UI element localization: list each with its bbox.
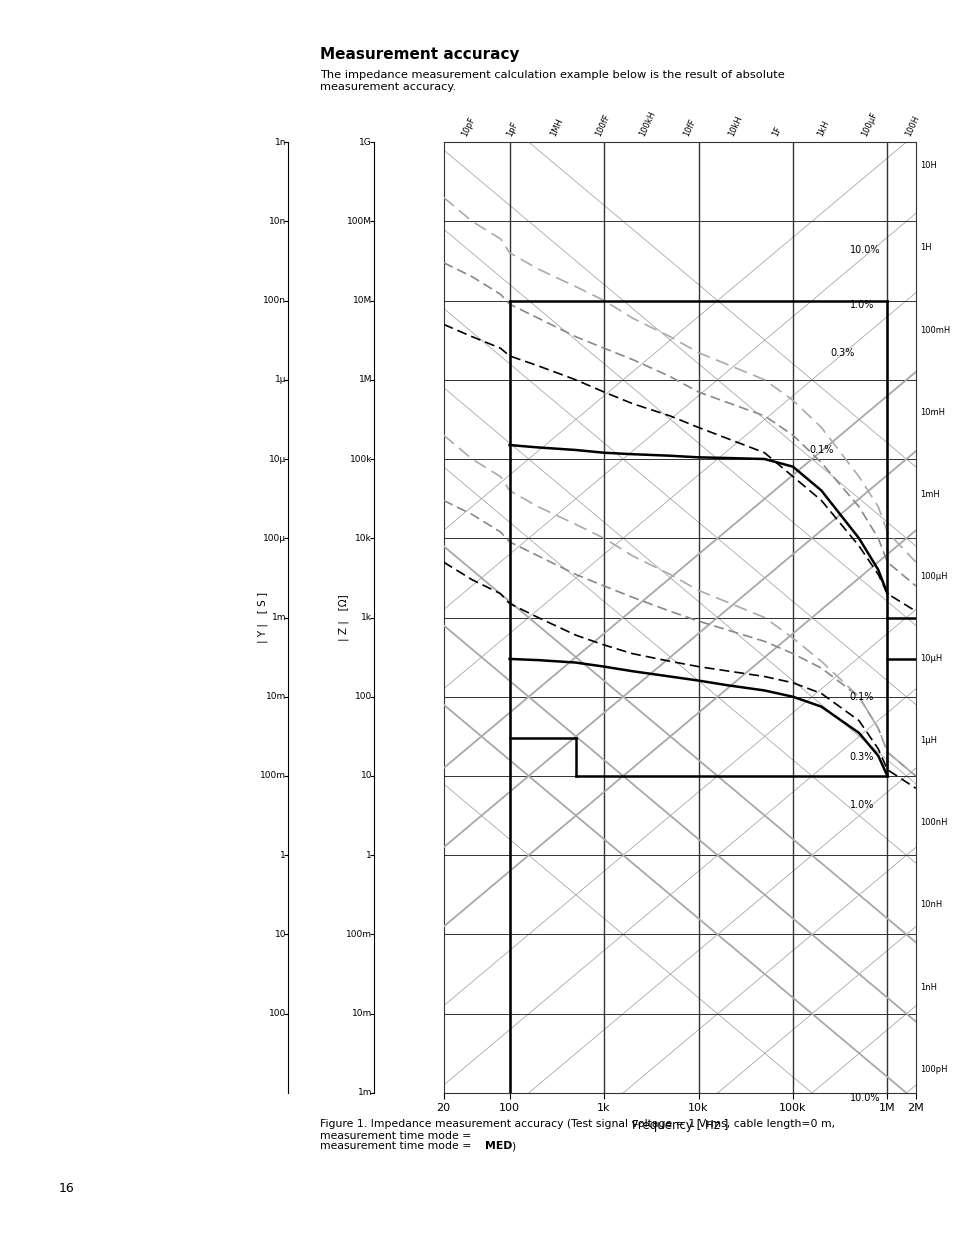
Text: 1m: 1m <box>272 613 286 622</box>
Text: 0.1%: 0.1% <box>809 445 833 454</box>
Text: ): ) <box>511 1141 515 1151</box>
Text: 100H: 100H <box>903 114 921 138</box>
Text: 1μH: 1μH <box>919 736 936 745</box>
Text: 10M: 10M <box>353 296 372 305</box>
Text: 10μH: 10μH <box>919 655 942 663</box>
Text: 10m: 10m <box>266 693 286 701</box>
Text: 1.0%: 1.0% <box>849 799 873 809</box>
Text: 10kH: 10kH <box>726 115 743 138</box>
Text: The impedance measurement calculation example below is the result of absolute
me: The impedance measurement calculation ex… <box>319 70 783 91</box>
Text: 100fF: 100fF <box>593 112 611 138</box>
Text: 100m: 100m <box>346 930 372 939</box>
Text: 10μ: 10μ <box>269 454 286 463</box>
Text: 1μ: 1μ <box>274 375 286 384</box>
Text: 1mH: 1mH <box>919 490 939 499</box>
Text: 10n: 10n <box>269 217 286 226</box>
Text: | Z |   [Ω]: | Z | [Ω] <box>337 594 349 641</box>
Text: 1G: 1G <box>359 137 372 147</box>
Text: 10m: 10m <box>352 1009 372 1018</box>
Text: 16: 16 <box>59 1182 75 1195</box>
Text: 10pF: 10pF <box>459 115 476 138</box>
Text: 1m: 1m <box>357 1088 372 1098</box>
Text: 100μF: 100μF <box>859 110 878 138</box>
Text: 10H: 10H <box>919 162 936 170</box>
Text: 100mH: 100mH <box>919 326 949 335</box>
Text: 1H: 1H <box>919 243 931 252</box>
X-axis label: Frequency [ Hz ]: Frequency [ Hz ] <box>631 1119 727 1132</box>
Text: 1n: 1n <box>274 137 286 147</box>
Text: 10mH: 10mH <box>919 408 944 416</box>
Text: 100kH: 100kH <box>638 110 657 138</box>
Text: 100k: 100k <box>349 454 372 463</box>
Text: 100: 100 <box>269 1009 286 1018</box>
Text: 1pF: 1pF <box>504 120 518 138</box>
Text: 1.0%: 1.0% <box>849 300 873 310</box>
Text: 100pH: 100pH <box>919 1065 946 1073</box>
Text: 10nH: 10nH <box>919 900 942 909</box>
Text: 10fF: 10fF <box>681 117 698 138</box>
Text: 10.0%: 10.0% <box>849 1093 880 1103</box>
Text: 1: 1 <box>280 851 286 860</box>
Text: 1M: 1M <box>358 375 372 384</box>
Text: MED: MED <box>484 1141 512 1151</box>
Text: 10: 10 <box>274 930 286 939</box>
Text: measurement time mode =: measurement time mode = <box>319 1141 474 1151</box>
Text: 1F: 1F <box>770 125 782 138</box>
Text: 100m: 100m <box>260 772 286 781</box>
Text: 1MH: 1MH <box>548 117 564 138</box>
Text: 0.3%: 0.3% <box>830 348 854 358</box>
Text: 100: 100 <box>355 693 372 701</box>
Text: 0.3%: 0.3% <box>849 752 873 762</box>
Text: 1kH: 1kH <box>815 119 829 138</box>
Text: 100μ: 100μ <box>263 534 286 542</box>
Text: Measurement accuracy: Measurement accuracy <box>319 47 518 62</box>
Text: | Y |   [ S ]: | Y | [ S ] <box>256 592 268 643</box>
Text: 100M: 100M <box>347 217 372 226</box>
Text: Figure 1. Impedance measurement accuracy (Test signal voltage = 1 Vrms, cable le: Figure 1. Impedance measurement accuracy… <box>319 1119 834 1140</box>
Text: 1: 1 <box>366 851 372 860</box>
Text: 1nH: 1nH <box>919 983 936 992</box>
Text: 100nH: 100nH <box>919 819 946 827</box>
Text: 1k: 1k <box>360 613 372 622</box>
Text: 0.1%: 0.1% <box>849 693 873 703</box>
Text: 100n: 100n <box>263 296 286 305</box>
Text: 10k: 10k <box>355 534 372 542</box>
Text: 100μH: 100μH <box>919 572 946 580</box>
Text: 10: 10 <box>360 772 372 781</box>
Text: 10.0%: 10.0% <box>849 245 880 254</box>
